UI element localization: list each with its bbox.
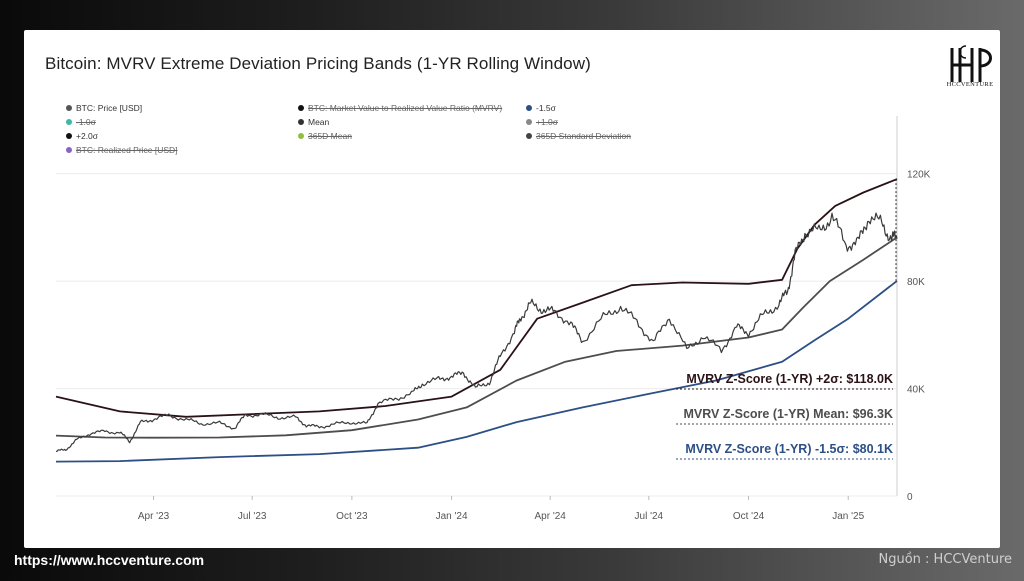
mean-line xyxy=(55,236,898,439)
price-series-line xyxy=(55,212,898,452)
legend-item[interactable]: -1.5σ xyxy=(526,103,556,113)
legend-swatch xyxy=(66,105,72,111)
legend-swatch xyxy=(526,119,532,125)
x-tick-label: Jan '24 xyxy=(436,511,468,522)
legend-swatch xyxy=(66,147,72,153)
legend-label: 365D Standard Deviation xyxy=(536,131,631,141)
chart-plot: 0 40K 80K 120K Apr '23 Jul '23 Oct '23 Jan '24 A… xyxy=(55,116,931,522)
legend-label: Mean xyxy=(308,117,330,127)
website-url[interactable]: https://www.hccventure.com xyxy=(14,552,205,568)
x-tick-label: Jul '24 xyxy=(635,511,664,522)
legend-swatch xyxy=(298,119,304,125)
legend-item[interactable]: BTC: Price [USD] xyxy=(66,103,142,113)
legend-label: 365D Mean xyxy=(308,131,352,141)
source-credit: Nguồn : HCCVenture xyxy=(878,552,1013,567)
logo-text: HCCVENTURE xyxy=(946,81,994,88)
legend-swatch xyxy=(298,105,304,111)
legend-item[interactable]: +1.0σ xyxy=(526,117,558,127)
minus-1-5-sigma-line xyxy=(55,280,898,463)
legend-swatch xyxy=(298,133,304,139)
legend-swatch xyxy=(66,133,72,139)
legend-label: -1.5σ xyxy=(536,103,556,113)
legend-label: BTC: Price [USD] xyxy=(76,103,143,113)
legend-item[interactable]: 365D Standard Deviation xyxy=(526,131,631,141)
legend-label: -1.0σ xyxy=(76,117,96,127)
chart-card: Bitcoin: MVRV Extreme Deviation Pricing … xyxy=(24,30,1000,548)
annotation-label: MVRV Z-Score (1-YR) +2σ: $118.0K xyxy=(686,372,893,386)
y-tick-label: 80K xyxy=(907,277,925,288)
legend-label: BTC: Realized Price [USD] xyxy=(76,145,178,155)
legend-item[interactable]: BTC: Realized Price [USD] xyxy=(66,145,178,155)
legend-item[interactable]: 365D Mean xyxy=(298,131,352,141)
y-tick-label: 0 xyxy=(907,492,913,503)
y-tick-label: 120K xyxy=(907,170,931,181)
x-tick-label: Jul '23 xyxy=(238,511,267,522)
legend-swatch xyxy=(526,105,532,111)
legend-swatch xyxy=(66,119,72,125)
legend-item[interactable]: -1.0σ xyxy=(66,117,96,127)
legend-label: +2.0σ xyxy=(76,131,99,141)
x-tick-label: Jan '25 xyxy=(832,511,864,522)
legend-swatch xyxy=(526,133,532,139)
legend-label: +1.0σ xyxy=(536,117,559,127)
legend-item[interactable]: +2.0σ xyxy=(66,131,98,141)
x-tick-label: Apr '23 xyxy=(138,511,170,522)
chart-title: Bitcoin: MVRV Extreme Deviation Pricing … xyxy=(45,54,591,73)
annotation-label: MVRV Z-Score (1-YR) Mean: $96.3K xyxy=(683,407,893,421)
x-tick-label: Oct '24 xyxy=(733,511,765,522)
y-tick-label: 40K xyxy=(907,385,925,396)
legend-item[interactable]: Mean xyxy=(298,117,329,127)
x-tick-label: Oct '23 xyxy=(336,511,368,522)
x-tick-label: Apr '24 xyxy=(535,511,567,522)
hccventure-logo xyxy=(950,45,992,82)
annotation-label: MVRV Z-Score (1-YR) -1.5σ: $80.1K xyxy=(685,442,893,456)
legend-item[interactable]: BTC: Market Value to Realized Value Rati… xyxy=(298,103,502,113)
legend-label: BTC: Market Value to Realized Value Rati… xyxy=(308,103,503,113)
